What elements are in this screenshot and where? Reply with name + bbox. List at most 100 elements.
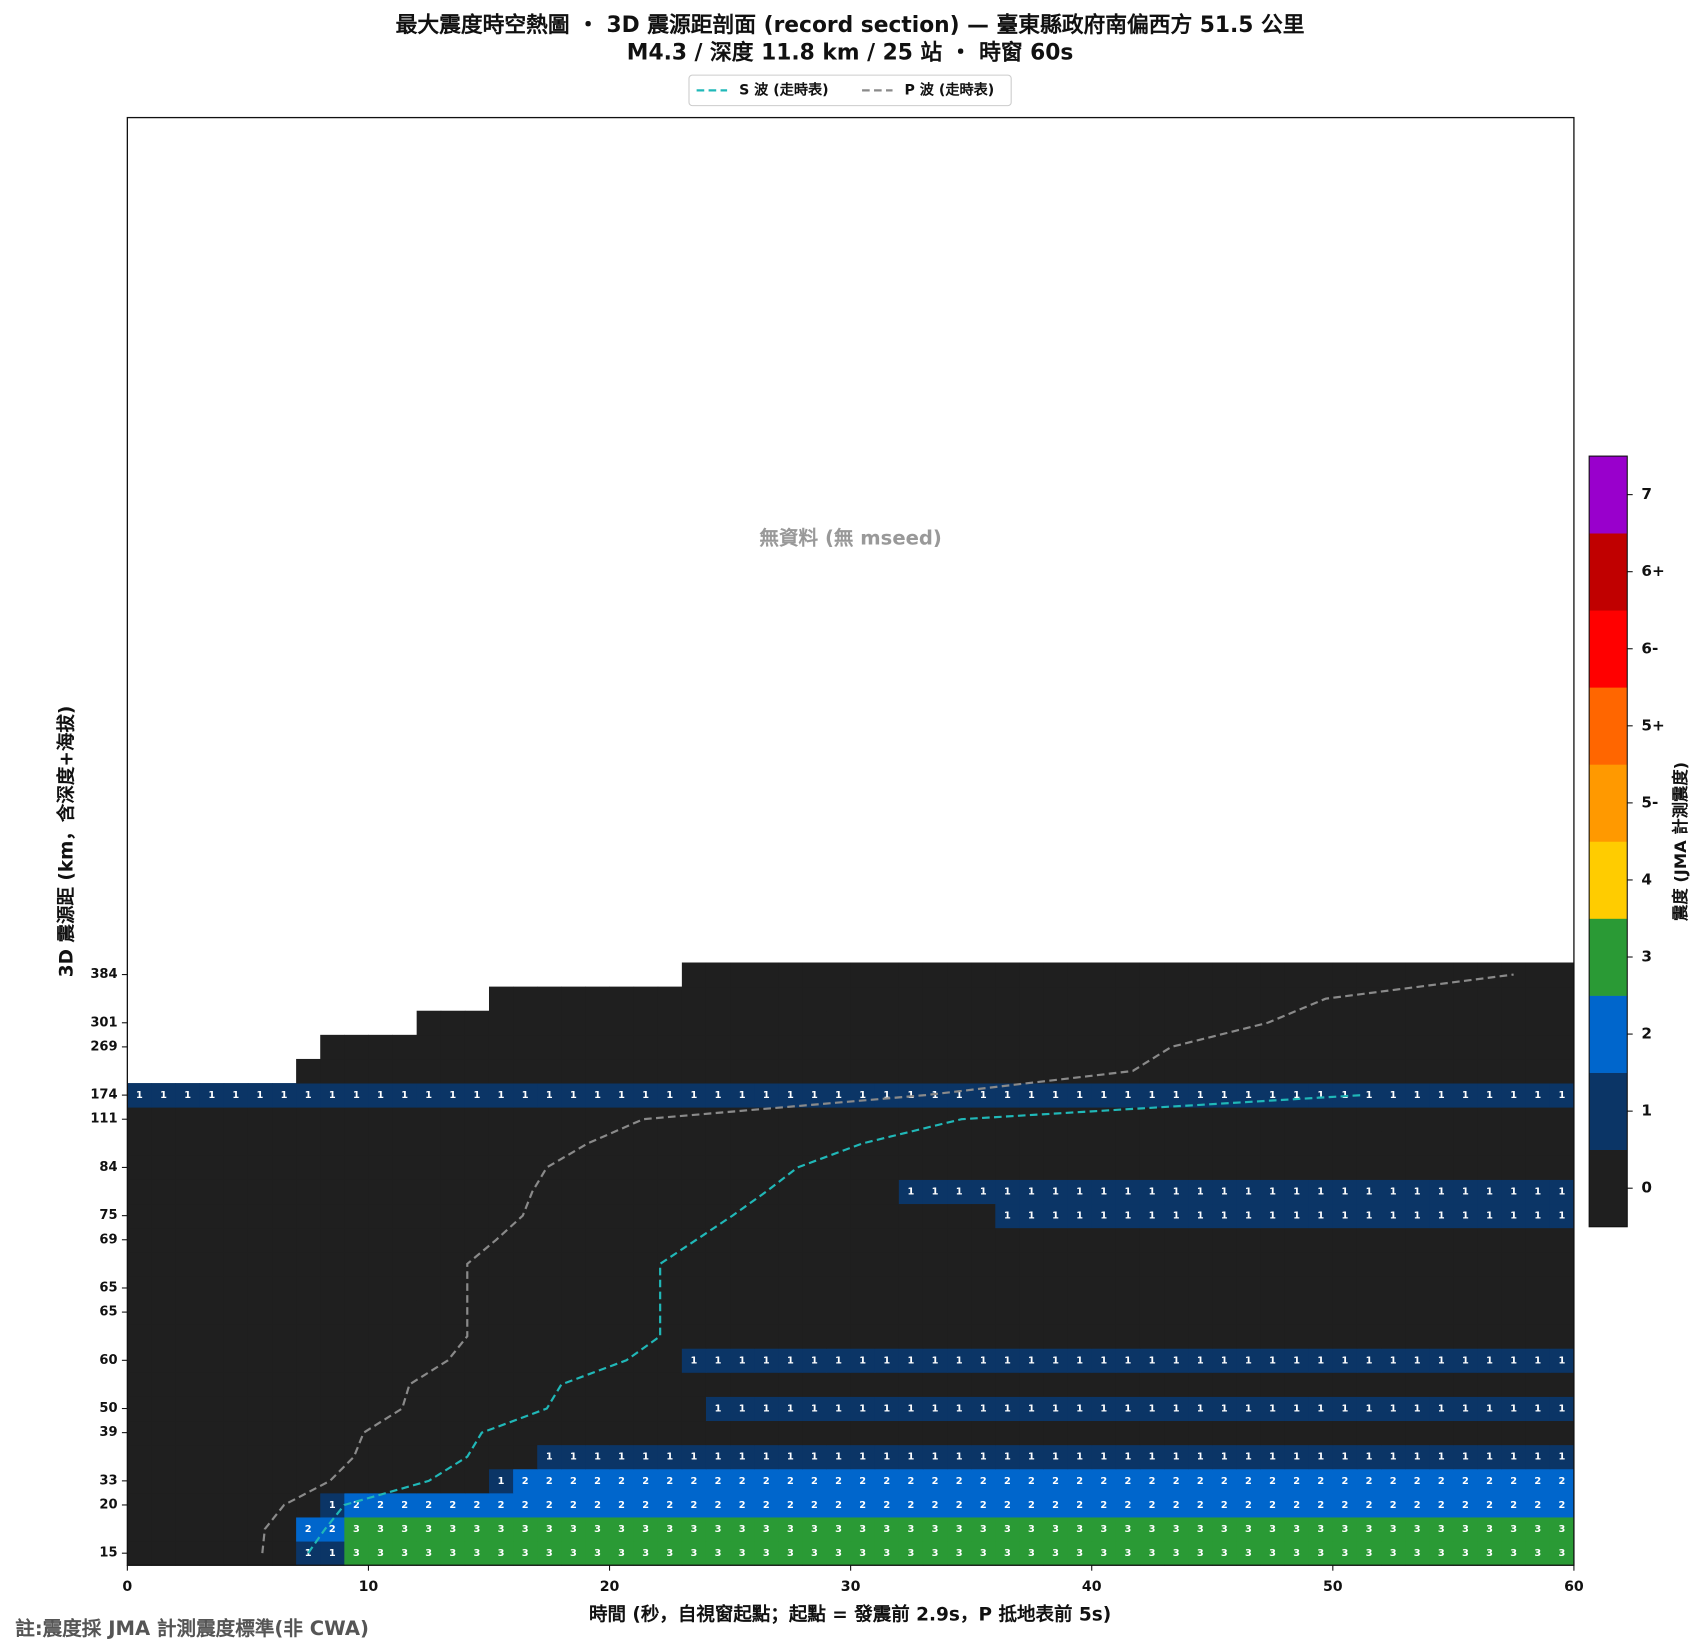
heatmap-cell [633,1300,659,1325]
heatmap-cell [513,1131,538,1156]
heatmap-cell [127,1492,152,1518]
heatmap-cell [247,1251,273,1277]
heatmap-cell [344,1227,369,1253]
heatmap-cell [296,1324,321,1349]
heatmap-cell [1212,1541,1237,1566]
cell-label: 2 [1245,1476,1252,1487]
cell-label: 2 [570,1500,577,1511]
heatmap-cell [392,1420,418,1446]
heatmap-cell [151,1348,177,1373]
heatmap-cell [971,1372,996,1397]
heatmap-cell [947,1010,972,1036]
heatmap-cell [1067,1203,1093,1229]
heatmap-cell [1284,1083,1310,1108]
cell-label: 1 [883,1090,890,1101]
heatmap-cell [368,1227,393,1253]
heatmap-cell [440,1372,466,1397]
cell-label: 1 [1486,1090,1493,1101]
heatmap-cell [513,1300,538,1325]
heatmap-cell [1115,1492,1141,1518]
heatmap-cell [874,1155,900,1180]
heatmap-cell [1405,1083,1430,1108]
heatmap-cell [1356,1058,1382,1084]
heatmap-cell [1308,1203,1334,1229]
heatmap-cell [971,1348,996,1373]
heatmap-cell [175,1492,201,1518]
heatmap-cell [1284,962,1310,988]
cell-label: 1 [1534,1355,1541,1366]
heatmap-cell [754,1517,779,1542]
heatmap-cell [1501,1034,1527,1060]
cell-label: 1 [1221,1355,1228,1366]
heatmap-cell [1236,1010,1261,1036]
heatmap-cell [392,1372,418,1397]
heatmap-cell [778,1396,803,1422]
heatmap-cell [922,1492,948,1518]
heatmap-cell [681,1372,707,1397]
colorbar-tick-label: 1 [1641,1102,1652,1120]
heatmap-cell [1043,1083,1069,1108]
heatmap-cell [1019,1251,1044,1277]
heatmap-cell [296,1203,321,1229]
cell-label: 1 [1245,1452,1252,1463]
cell-label: 3 [1341,1524,1348,1535]
heatmap-cell [1332,1251,1358,1277]
heatmap-cell [1139,1324,1165,1349]
heatmap-cell [561,1300,586,1325]
heatmap-cell [1115,962,1141,988]
heatmap-cell [995,1107,1020,1132]
heatmap-cell [1429,1275,1454,1301]
cell-label: 3 [377,1548,384,1559]
cell-label: 2 [618,1500,625,1511]
heatmap-cell [440,1034,466,1060]
heatmap-cell [127,1155,152,1180]
heatmap-cell [1115,1131,1141,1156]
heatmap-cell [778,1251,803,1277]
heatmap-cell [850,1251,876,1277]
heatmap-cell [705,1058,731,1084]
heatmap-cell [826,1492,852,1518]
heatmap-cell [1477,1348,1503,1373]
heatmap-cell [1405,1179,1430,1205]
heatmap-cell [1019,1492,1044,1518]
heatmap-cell [1067,1492,1093,1518]
heatmap-cell [1429,1300,1454,1325]
heatmap-cell [561,1010,586,1036]
heatmap-cell [1188,1179,1213,1205]
heatmap-cell [1164,1034,1189,1060]
heatmap-cell [1164,1227,1189,1253]
heatmap-cell [1284,1275,1310,1301]
heatmap-cell [392,1444,418,1470]
heatmap-cell [296,1541,321,1566]
heatmap-cell [1091,962,1117,988]
heatmap-cell [1381,1155,1406,1180]
heatmap-cell [995,1348,1020,1373]
heatmap-cell [127,1444,152,1470]
heatmap-cell [1188,1010,1213,1036]
heatmap-cell [199,1492,225,1518]
heatmap-cell [1236,986,1261,1012]
heatmap-cell [1019,1324,1044,1349]
heatmap-cell [1525,1541,1551,1566]
heatmap-cell [1332,1275,1358,1301]
heatmap-cell [585,1010,610,1036]
cell-label: 1 [1173,1404,1180,1415]
cell-label: 3 [739,1524,746,1535]
cell-label: 1 [136,1090,143,1101]
heatmap-cell [898,1372,924,1397]
heatmap-cell [874,1444,900,1470]
heatmap-cell [320,1275,345,1301]
cell-label: 2 [787,1500,794,1511]
heatmap-cell [247,1083,273,1108]
heatmap-cell [488,986,514,1012]
heatmap-cell [1067,1541,1093,1566]
heatmap-cell [1453,1275,1478,1301]
heatmap-cell [1549,1034,1575,1060]
cell-label: 2 [1100,1476,1107,1487]
heatmap-cell [657,1083,683,1108]
cell-label: 2 [1028,1476,1035,1487]
heatmap-cell [681,1517,707,1542]
heatmap-cell [1501,1444,1527,1470]
cell-label: 1 [763,1404,770,1415]
heatmap-cell [1043,1541,1069,1566]
